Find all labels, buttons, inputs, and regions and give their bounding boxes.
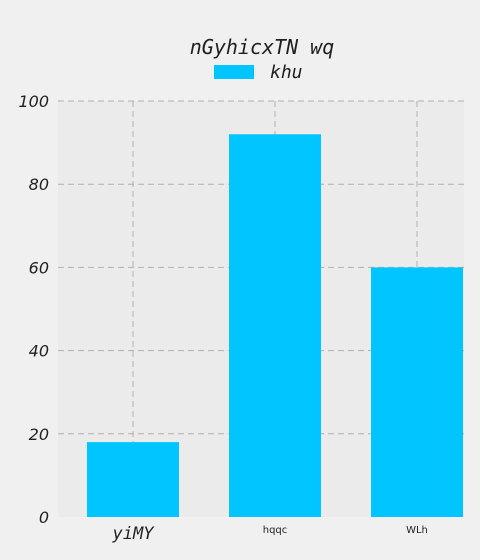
bars [87,134,463,517]
bar-yiMY [87,442,179,517]
bar-hqqc [229,134,321,517]
x-tick-label: hqqc [263,525,288,536]
x-tick-label: yiMY [112,524,156,544]
legend-swatch [214,65,254,79]
bar-WLh [371,267,463,517]
y-tick-label: 60 [29,258,49,277]
legend: khu [214,62,303,83]
y-tick-label: 100 [18,92,49,111]
y-axis-ticks: 0 20 40 60 80 100 [18,92,49,527]
y-tick-label: 20 [29,425,49,444]
y-tick-label: 40 [29,342,49,361]
x-tick-label: WLh [406,525,428,536]
chart-title: nGyhicxTN wq [190,35,335,59]
x-axis-ticks: yiMY hqqc WLh [112,524,428,544]
y-tick-label: 0 [39,508,49,527]
legend-label: khu [270,62,303,83]
y-tick-label: 80 [29,175,49,194]
